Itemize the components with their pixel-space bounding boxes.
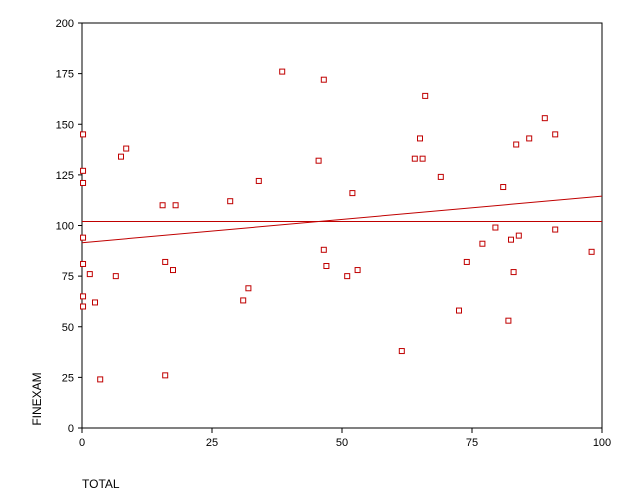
y-tick-label: 25 [62,372,74,384]
data-point-marker [508,236,514,243]
data-point-marker [162,258,169,265]
data-point-marker [479,240,486,247]
data-point-marker [80,131,87,138]
data-point-marker [92,299,98,306]
data-point-marker [123,145,130,152]
data-point-marker [315,157,322,164]
data-point-marker [411,155,418,162]
x-axis-title: TOTAL [82,477,120,491]
data-point-marker [500,184,507,191]
x-tick-label: 50 [336,437,348,449]
data-point-marker [80,234,87,241]
x-tick-label: 75 [466,437,478,449]
data-point-marker [323,263,330,269]
data-point-marker [86,271,93,278]
data-point-marker [344,273,351,280]
data-point-marker [552,131,559,138]
data-point-marker [417,135,423,142]
data-point-marker [437,173,444,180]
data-point-marker [456,307,462,314]
data-point-marker [513,141,520,148]
y-tick-label: 175 [56,69,74,81]
y-tick-label: 125 [56,170,74,182]
data-point-marker [245,285,252,292]
data-point-marker [255,177,262,184]
data-point-marker [279,68,286,75]
data-point-marker [320,246,327,253]
data-point-marker [159,202,166,209]
data-point-marker [118,153,124,160]
data-point-marker [419,155,426,162]
y-axis-title: FINEXAM [30,372,44,425]
y-tick-label: 50 [62,322,74,334]
x-tick-label: 25 [206,437,218,449]
data-point-marker [541,115,548,122]
data-point-marker [510,269,517,276]
x-tick-label: 100 [593,437,611,449]
data-point-marker [552,226,559,233]
data-point-marker [80,179,87,186]
data-point-marker [80,303,87,310]
fit-line [81,195,603,244]
y-tick-label: 150 [56,119,74,131]
y-tick-label: 0 [68,423,74,435]
data-point-marker [80,260,87,267]
y-tick-label: 200 [56,18,74,30]
data-point-marker [240,297,247,304]
data-point-marker [97,376,104,383]
y-tick-label: 100 [56,221,74,233]
data-point-marker [349,190,356,197]
data-point-marker [320,76,327,83]
x-axis-ticks: 0 25 50 75 100 [79,428,611,449]
data-point-marker [422,92,429,99]
x-tick-label: 0 [79,437,85,449]
data-point-marker [492,224,499,231]
data-point-marker [80,167,87,174]
data-point-marker [172,202,179,209]
data-point-marker [112,273,119,280]
data-point-marker [515,232,522,239]
data-point-marker [398,348,405,355]
data-point-marker [162,372,169,379]
data-point-marker [354,267,361,274]
y-tick-label: 75 [62,271,74,283]
data-point-marker [170,267,176,274]
data-point-marker [227,198,234,205]
data-point-marker [463,258,470,265]
data-point-marker [588,248,595,255]
data-point-marker [80,293,87,300]
y-axis-ticks: 0 25 50 75 100 125 150 175 200 [56,18,82,435]
reference-lines [81,195,603,244]
data-point-marker [526,135,533,142]
data-points [80,68,595,383]
data-point-marker [505,317,512,324]
